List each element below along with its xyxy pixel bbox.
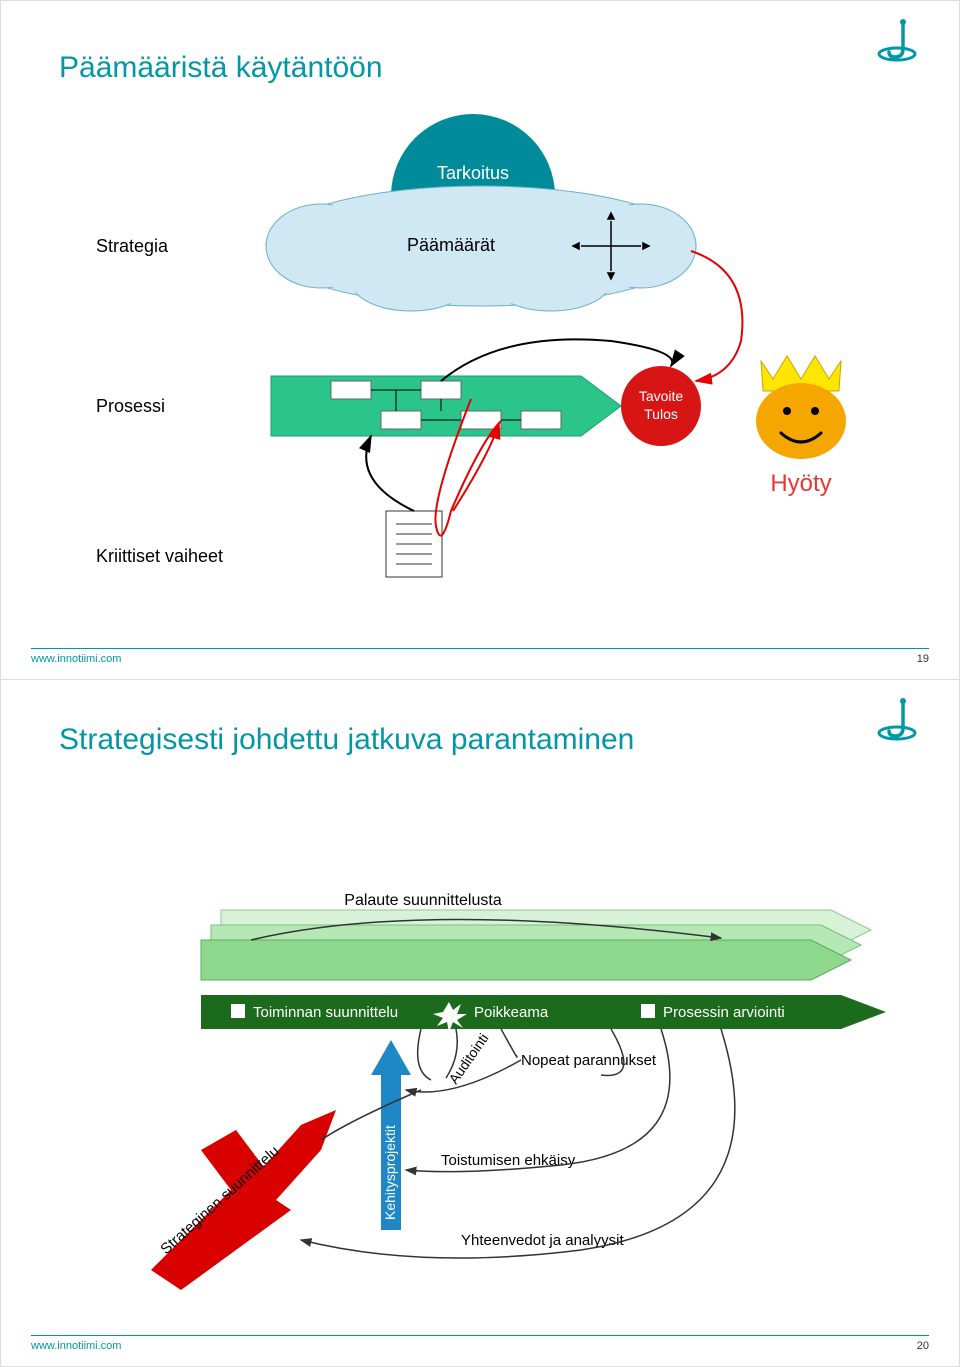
kriittiset-label: Kriittiset vaiheet bbox=[96, 546, 223, 567]
curve-cloud-to-target bbox=[691, 251, 742, 381]
curve-toistumisen bbox=[406, 1029, 670, 1172]
curve-doc-to-process bbox=[366, 436, 414, 511]
toistumisen-label: Toistumisen ehkäisy bbox=[441, 1152, 576, 1169]
palaute-label: Palaute suunnittelusta bbox=[344, 892, 502, 909]
curve-audit-down bbox=[321, 1090, 421, 1140]
kehitys-label: Kehitysprojektit bbox=[382, 1125, 398, 1220]
toiminnan-label: Toiminnan suunnittelu bbox=[253, 1004, 398, 1021]
curve-a bbox=[418, 1029, 431, 1080]
footer-url: www.innotiimi.com bbox=[31, 653, 121, 665]
slide-title-2: Strategisesti johdettu jatkuva parantami… bbox=[59, 722, 634, 758]
tulos-label: Tulos bbox=[644, 406, 678, 422]
page-number: 19 bbox=[917, 653, 929, 665]
paamaarat-label: Päämäärät bbox=[407, 235, 495, 255]
tavoite-label: Tavoite bbox=[639, 388, 684, 404]
slide-title: Päämääristä käytäntöön bbox=[59, 51, 383, 85]
hyoty-label: Hyöty bbox=[770, 470, 831, 497]
process-arrow-shape bbox=[271, 376, 621, 436]
smiley-icon bbox=[756, 356, 846, 459]
page-number-2: 20 bbox=[917, 1340, 929, 1352]
prosessin-label: Prosessin arviointi bbox=[663, 1004, 785, 1021]
tarkoitus-shape bbox=[391, 114, 555, 196]
footer-2: www.innotiimi.com 20 bbox=[31, 1335, 929, 1352]
marker-prosessin bbox=[641, 1004, 655, 1018]
logo-top bbox=[875, 19, 919, 68]
curve-c bbox=[501, 1029, 517, 1057]
footer-1: www.innotiimi.com 19 bbox=[31, 648, 929, 665]
document-icon bbox=[386, 511, 442, 577]
strategia-label: Strategia bbox=[96, 236, 168, 257]
tarkoitus-label: Tarkoitus bbox=[437, 163, 509, 183]
poikkeama-label: Poikkeama bbox=[474, 1004, 549, 1021]
red-y-arrow bbox=[151, 1110, 336, 1290]
logo-top-2 bbox=[875, 698, 919, 747]
marker-toiminnan bbox=[231, 1004, 245, 1018]
nopeat-label: Nopeat parannukset bbox=[521, 1052, 657, 1069]
slide-20: Strategisesti johdettu jatkuva parantami… bbox=[0, 680, 960, 1367]
diagram-2: Palaute suunnittelusta Toiminnan suunnit… bbox=[1, 830, 960, 1350]
slide-19: Päämääristä käytäntöön Tarkoitus Päämäär… bbox=[0, 0, 960, 680]
prosessi-label: Prosessi bbox=[96, 396, 165, 417]
curve-yhteenvedot bbox=[301, 1029, 735, 1258]
footer-url-2: www.innotiimi.com bbox=[31, 1340, 121, 1352]
